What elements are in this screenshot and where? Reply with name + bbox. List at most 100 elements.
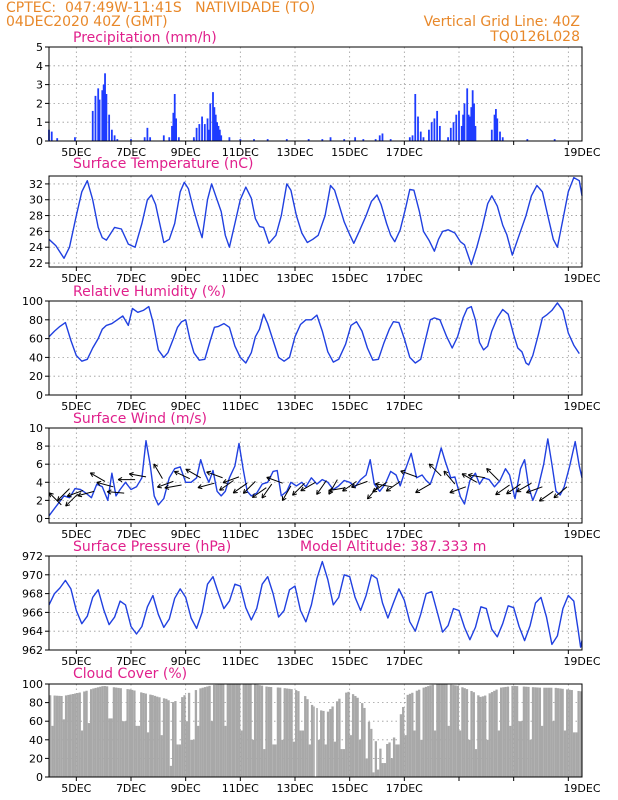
cloud-bar bbox=[388, 742, 391, 777]
precip-bar bbox=[198, 124, 201, 141]
x-tick-label: 15DEC bbox=[331, 146, 368, 159]
precip-bar bbox=[469, 116, 471, 141]
cloud-bar bbox=[60, 696, 63, 777]
x-tick-label: 11DEC bbox=[222, 528, 259, 541]
precip-bar bbox=[430, 122, 433, 141]
panel-frame bbox=[48, 300, 583, 396]
cloud-bar bbox=[308, 744, 311, 777]
cloud-bar bbox=[304, 696, 307, 777]
cloud-bar bbox=[413, 730, 416, 777]
panel-subtitle: Model Altitude: 387.333 m bbox=[300, 539, 486, 555]
cloud-bar bbox=[219, 684, 223, 777]
wind-arrow bbox=[77, 490, 95, 498]
cloud-bar bbox=[251, 739, 255, 777]
y-tick-label: 60 bbox=[29, 715, 43, 728]
x-tick-label: 9DEC bbox=[171, 528, 201, 541]
cloud-bar bbox=[570, 690, 573, 777]
header-grid-line: Vertical Grid Line: 40Z bbox=[423, 14, 580, 30]
x-tick-label: 13DEC bbox=[276, 655, 313, 668]
cloud-bar bbox=[128, 689, 132, 777]
x-tick-label: 7DEC bbox=[116, 528, 146, 541]
wind-arrow bbox=[467, 472, 486, 479]
cloud-bar bbox=[142, 692, 145, 777]
cloud-bar bbox=[461, 687, 464, 777]
cloud-bar bbox=[263, 749, 266, 777]
y-tick-label: 60 bbox=[29, 333, 43, 346]
wind-arrow bbox=[128, 471, 147, 478]
x-tick-label: 7DEC bbox=[116, 655, 146, 668]
cloud-bar bbox=[386, 743, 389, 777]
cloud-bar bbox=[58, 695, 61, 777]
precip-bar bbox=[172, 112, 175, 141]
x-tick-label: 5DEC bbox=[61, 272, 91, 285]
precip-bar bbox=[108, 114, 111, 141]
x-tick-label: 7DEC bbox=[116, 782, 146, 795]
precip-bar bbox=[417, 116, 419, 141]
x-tick-label: 5DEC bbox=[61, 528, 91, 541]
precip-bar bbox=[496, 118, 499, 141]
x-tick-label: 15DEC bbox=[331, 528, 368, 541]
wind-arrow bbox=[328, 487, 346, 493]
header-model: TQ0126L028 bbox=[490, 29, 580, 45]
precip-bar bbox=[436, 110, 439, 141]
cloud-bar bbox=[228, 684, 232, 777]
cloud-bar bbox=[436, 684, 439, 777]
precip-bar bbox=[102, 84, 105, 141]
cloud-bar bbox=[579, 691, 583, 777]
wind-arrow bbox=[374, 481, 393, 488]
cloud-bar bbox=[470, 690, 473, 777]
cloud-bar bbox=[477, 695, 480, 777]
cloud-bar bbox=[488, 693, 491, 777]
cloud-bar bbox=[78, 692, 81, 777]
precip-bar bbox=[462, 114, 464, 141]
precip-bar bbox=[113, 135, 116, 141]
wind-arrow bbox=[89, 472, 106, 482]
cloud-bar bbox=[119, 688, 122, 777]
cloud-bar bbox=[504, 686, 507, 777]
cloud-bar bbox=[151, 695, 154, 777]
precip-bar bbox=[467, 114, 470, 141]
cloud-bar bbox=[529, 739, 532, 777]
cloud-bar bbox=[358, 739, 362, 777]
wind-arrow bbox=[415, 483, 431, 494]
x-tick-label: 19DEC bbox=[563, 272, 600, 285]
cloud-bar bbox=[481, 696, 485, 777]
cloud-bar bbox=[456, 685, 460, 777]
cloud-bar bbox=[149, 694, 152, 777]
precip-bar bbox=[460, 125, 463, 141]
cloud-bar bbox=[156, 696, 159, 777]
cloud-bar bbox=[472, 692, 475, 777]
precip-bar bbox=[220, 135, 223, 141]
wind-arrow bbox=[66, 489, 84, 498]
series-line bbox=[48, 560, 583, 648]
cloud-bar bbox=[238, 684, 241, 777]
cloud-bar bbox=[543, 687, 546, 777]
y-tick-label: 968 bbox=[22, 588, 43, 601]
cloud-bar bbox=[411, 692, 414, 777]
precip-bar bbox=[212, 92, 214, 141]
cloud-bar bbox=[222, 684, 225, 777]
cloud-bar bbox=[518, 721, 521, 777]
cloud-bar bbox=[256, 684, 259, 777]
cloud-bar bbox=[64, 695, 68, 777]
cloud-bar bbox=[105, 686, 109, 777]
panel-frame bbox=[48, 683, 583, 778]
cloud-bar bbox=[506, 686, 510, 777]
y-tick-label: 0 bbox=[36, 771, 43, 784]
y-tick-label: 100 bbox=[22, 678, 43, 691]
y-tick-label: 0 bbox=[36, 512, 43, 525]
precip-bar bbox=[414, 94, 417, 141]
wind-arrow bbox=[185, 468, 201, 479]
y-tick-label: 4 bbox=[36, 476, 43, 489]
cloud-bar bbox=[534, 687, 537, 777]
wind-arrow bbox=[506, 483, 521, 495]
cloud-bar bbox=[260, 685, 264, 777]
wind-arrow bbox=[400, 469, 417, 478]
panel-1: Surface Temperature (nC) 22 24 26 28 30 32 5DEC… bbox=[29, 156, 601, 285]
y-tick-label: 8 bbox=[36, 440, 43, 453]
x-tick-label: 17DEC bbox=[386, 782, 423, 795]
cloud-bar bbox=[208, 685, 211, 777]
cloud-bar bbox=[267, 686, 270, 777]
cloud-bar bbox=[297, 691, 300, 777]
cloud-bar bbox=[281, 739, 284, 777]
